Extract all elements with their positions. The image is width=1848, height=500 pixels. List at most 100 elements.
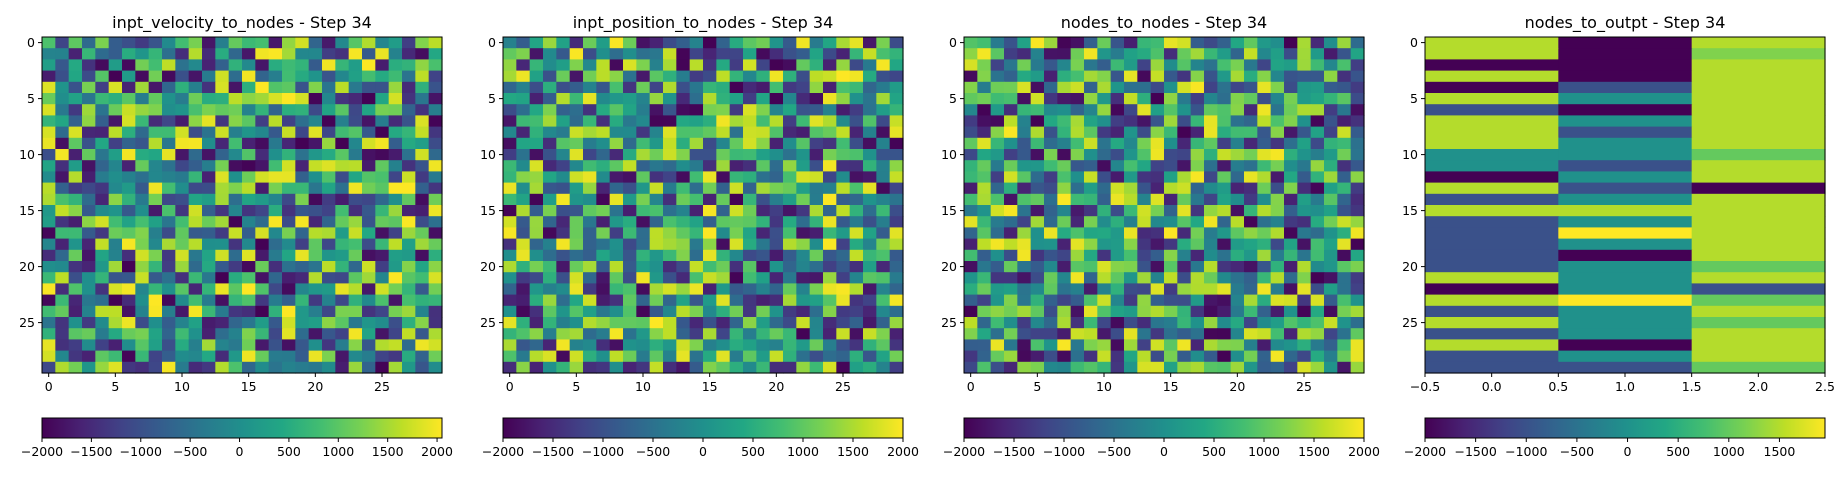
heatmap-cell <box>823 317 837 329</box>
heatmap-cell <box>1150 317 1165 329</box>
heatmap-cell <box>255 93 270 105</box>
heatmap-cell <box>1124 81 1138 94</box>
heatmap-cell <box>689 70 704 83</box>
heatmap-cell <box>556 350 571 363</box>
heatmap-cell <box>1124 48 1138 60</box>
heatmap-cell <box>689 294 704 307</box>
heatmap-cell <box>596 261 611 273</box>
heatmap-cell <box>769 115 784 128</box>
heatmap-cell <box>415 238 430 251</box>
heatmap-cell <box>1150 115 1165 128</box>
heatmap-cell <box>964 160 978 172</box>
heatmap-cell <box>863 137 877 150</box>
heatmap-cell <box>649 59 664 72</box>
colorbar <box>963 417 1365 439</box>
heatmap-cell <box>663 81 677 94</box>
heatmap-cell <box>1257 350 1272 363</box>
heatmap-cell <box>1137 328 1152 340</box>
heatmap-cell <box>1284 149 1298 161</box>
heatmap-cell <box>282 350 296 363</box>
heatmap-cell <box>1350 283 1365 296</box>
heatmap-cell <box>1324 160 1338 172</box>
heatmap-cell <box>689 182 704 195</box>
heatmap-cell <box>402 115 416 128</box>
heatmap-cell <box>569 205 584 217</box>
heatmap-cell <box>68 328 83 340</box>
heatmap-cell <box>556 104 571 116</box>
heatmap-cell <box>1164 350 1178 363</box>
x-tick-label: 20 <box>1229 379 1245 394</box>
heatmap-cell <box>964 249 978 262</box>
heatmap-cell <box>1230 182 1245 195</box>
heatmap-cell <box>1164 272 1178 284</box>
heatmap-cell <box>82 227 96 240</box>
heatmap-cell <box>676 115 691 128</box>
heatmap-cell <box>202 328 216 340</box>
heatmap-cell <box>529 249 544 262</box>
heatmap-cell <box>1691 317 1826 329</box>
heatmap-cell <box>596 104 611 116</box>
heatmap-cell <box>108 59 123 72</box>
colorbar-tick-label: 500 <box>1202 444 1226 459</box>
heatmap-cell <box>1030 104 1045 116</box>
heatmap-cell <box>676 328 691 340</box>
heatmap-cell <box>1337 160 1352 172</box>
heatmap-cell <box>202 115 216 128</box>
heatmap-cell <box>1270 115 1285 128</box>
heatmap-cell <box>503 261 517 273</box>
heatmap-cell <box>990 328 1005 340</box>
heatmap-cell <box>783 294 797 307</box>
heatmap-cell <box>1070 104 1085 116</box>
heatmap-cell <box>663 59 677 72</box>
heatmap-cell <box>1217 115 1232 128</box>
heatmap-cell <box>689 171 704 184</box>
heatmap-cell <box>990 216 1005 228</box>
heatmap-cell <box>1004 126 1018 139</box>
heatmap-cell <box>583 193 597 206</box>
heatmap-cell <box>623 350 637 363</box>
heatmap-cell <box>1070 294 1085 307</box>
heatmap-panel-2: inpt_position_to_nodes - Step 340 5 10 15 20… <box>480 13 919 459</box>
heatmap-cell <box>1177 137 1192 150</box>
heatmap-cell <box>503 70 517 83</box>
heatmap-cell <box>1177 104 1192 116</box>
heatmap-cell <box>823 104 837 116</box>
heatmap-cell <box>348 249 363 262</box>
heatmap-cell <box>1324 193 1338 206</box>
heatmap-cell <box>215 81 230 94</box>
heatmap-cell <box>1257 249 1272 262</box>
heatmap-cell <box>809 361 824 374</box>
colorbar-tick-label: −500 <box>1097 444 1131 459</box>
heatmap-cell <box>1017 193 1032 206</box>
heatmap-cell <box>783 37 797 49</box>
colorbar-tick-label: −2000 <box>1404 444 1446 459</box>
heatmap-cell <box>1230 104 1245 116</box>
heatmap-cell <box>335 182 350 195</box>
heatmap-cell <box>529 137 544 150</box>
heatmap-cell <box>402 305 416 318</box>
heatmap-cell <box>556 227 571 240</box>
heatmap-cell <box>1257 126 1272 139</box>
heatmap-cell <box>649 261 664 273</box>
heatmap-cell <box>1177 272 1192 284</box>
heatmap-cell <box>543 104 557 116</box>
heatmap-cell <box>348 261 363 273</box>
heatmap-cell <box>716 137 731 150</box>
heatmap-cell <box>148 70 163 83</box>
heatmap-cell <box>1257 160 1272 172</box>
heatmap-cell <box>703 216 717 228</box>
heatmap-cell <box>1190 328 1205 340</box>
heatmap-cell <box>1070 81 1085 94</box>
heatmap-cell <box>335 37 350 49</box>
heatmap-cell <box>783 137 797 150</box>
heatmap-cell <box>1044 59 1058 72</box>
heatmap-cell <box>849 37 864 49</box>
heatmap-cell <box>1124 104 1138 116</box>
heatmap-cell <box>42 48 56 60</box>
heatmap-cell <box>255 216 270 228</box>
heatmap-cell <box>636 361 651 374</box>
heatmap-cell <box>756 205 771 217</box>
heatmap-cell <box>68 70 83 83</box>
heatmap-cell <box>529 104 544 116</box>
heatmap-cell <box>242 81 256 94</box>
